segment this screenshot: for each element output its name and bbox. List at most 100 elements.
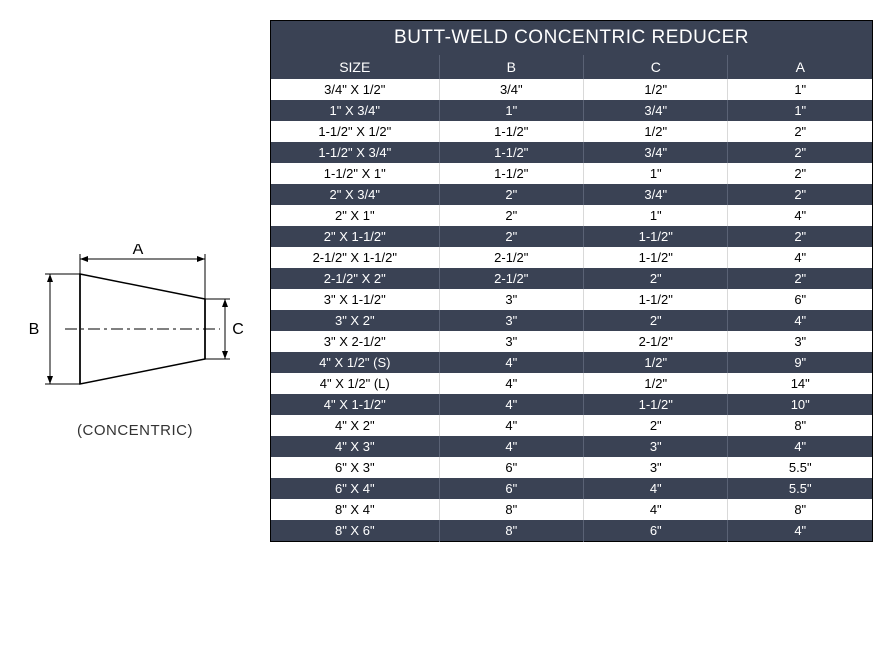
table-cell: 8" [728,415,873,436]
col-header-a: A [728,55,873,79]
table-cell: 3/4" [584,142,728,163]
table-cell: 1-1/2" X 1/2" [271,121,440,142]
table-cell: 2" [584,415,728,436]
table-row: 3" X 2"3"2"4" [271,310,873,331]
table-cell: 2" [728,226,873,247]
table-cell: 3" [439,331,583,352]
table-row: 2" X 1-1/2"2"1-1/2"2" [271,226,873,247]
table-section: BUTT-WELD CONCENTRIC REDUCER SIZE B C A … [270,20,873,542]
table-cell: 8" X 6" [271,520,440,542]
table-cell: 4" X 3" [271,436,440,457]
table-cell: 4" [584,478,728,499]
table-cell: 2-1/2" X 2" [271,268,440,289]
table-title: BUTT-WELD CONCENTRIC REDUCER [271,21,873,56]
table-cell: 3" X 2" [271,310,440,331]
table-cell: 6" [584,520,728,542]
table-row: 8" X 4"8"4"8" [271,499,873,520]
table-cell: 2" [439,184,583,205]
table-cell: 3/4" X 1/2" [271,79,440,100]
table-cell: 2-1/2" [584,331,728,352]
table-cell: 2" [728,163,873,184]
table-cell: 3" [584,436,728,457]
table-row: 6" X 4"6"4"5.5" [271,478,873,499]
reducer-diagram: A B C [25,244,245,414]
col-header-c: C [584,55,728,79]
table-cell: 2" [584,268,728,289]
table-cell: 4" [439,373,583,394]
table-cell: 8" [728,499,873,520]
table-cell: 1-1/2" [584,226,728,247]
table-row: 3" X 2-1/2"3"2-1/2"3" [271,331,873,352]
table-cell: 4" [439,352,583,373]
table-row: 4" X 1/2" (L)4"1/2"14" [271,373,873,394]
table-cell: 3/4" [584,100,728,121]
table-cell: 2" [439,226,583,247]
table-row: 3" X 1-1/2"3"1-1/2"6" [271,289,873,310]
table-cell: 6" [439,478,583,499]
col-header-size: SIZE [271,55,440,79]
table-cell: 4" [728,247,873,268]
table-cell: 10" [728,394,873,415]
table-cell: 1-1/2" [584,394,728,415]
table-row: 2" X 3/4"2"3/4"2" [271,184,873,205]
table-cell: 4" X 1/2" (L) [271,373,440,394]
table-cell: 1-1/2" [439,163,583,184]
table-row: 4" X 1/2" (S)4"1/2"9" [271,352,873,373]
dim-label-c: C [232,321,244,338]
table-cell: 1-1/2" X 1" [271,163,440,184]
col-header-b: B [439,55,583,79]
main-container: A B C (CONCENTRIC) BUTT-WELD CONCENTRIC … [20,20,873,542]
reducer-table: BUTT-WELD CONCENTRIC REDUCER SIZE B C A … [270,20,873,542]
table-row: 4" X 1-1/2"4"1-1/2"10" [271,394,873,415]
table-cell: 3/4" [584,184,728,205]
table-cell: 1/2" [584,121,728,142]
table-cell: 4" [439,415,583,436]
table-cell: 4" [439,436,583,457]
dim-label-a: A [133,244,144,258]
table-cell: 1" [728,100,873,121]
table-cell: 1-1/2" [584,247,728,268]
table-cell: 4" X 1-1/2" [271,394,440,415]
table-row: 1-1/2" X 1"1-1/2"1"2" [271,163,873,184]
table-cell: 2" [728,121,873,142]
table-cell: 1/2" [584,373,728,394]
table-cell: 6" X 4" [271,478,440,499]
table-cell: 6" [728,289,873,310]
table-cell: 3/4" [439,79,583,100]
table-cell: 8" [439,520,583,542]
table-cell: 1" [584,163,728,184]
table-cell: 1-1/2" [439,142,583,163]
table-cell: 9" [728,352,873,373]
table-row: 2-1/2" X 1-1/2"2-1/2"1-1/2"4" [271,247,873,268]
table-cell: 2" [728,184,873,205]
dim-label-b: B [29,321,40,338]
table-row: 1-1/2" X 1/2"1-1/2"1/2"2" [271,121,873,142]
table-cell: 4" [584,499,728,520]
table-cell: 3" X 1-1/2" [271,289,440,310]
table-cell: 4" [728,520,873,542]
table-row: 6" X 3"6"3"5.5" [271,457,873,478]
table-row: 4" X 2"4"2"8" [271,415,873,436]
table-cell: 1-1/2" [439,121,583,142]
table-row: 3/4" X 1/2"3/4"1/2"1" [271,79,873,100]
table-cell: 5.5" [728,457,873,478]
table-cell: 4" [439,394,583,415]
table-cell: 4" [728,205,873,226]
table-cell: 1-1/2" [584,289,728,310]
table-cell: 2-1/2" X 1-1/2" [271,247,440,268]
table-cell: 4" [728,436,873,457]
table-row: 8" X 6"8"6"4" [271,520,873,542]
table-cell: 2-1/2" [439,268,583,289]
table-cell: 2" X 1" [271,205,440,226]
table-cell: 6" [439,457,583,478]
table-row: 1" X 3/4"1"3/4"1" [271,100,873,121]
table-row: 2-1/2" X 2"2-1/2"2"2" [271,268,873,289]
table-cell: 1/2" [584,79,728,100]
table-cell: 2" [439,205,583,226]
table-title-row: BUTT-WELD CONCENTRIC REDUCER [271,21,873,56]
table-cell: 3" [728,331,873,352]
table-cell: 2-1/2" [439,247,583,268]
table-cell: 2" X 3/4" [271,184,440,205]
table-cell: 8" X 4" [271,499,440,520]
table-cell: 14" [728,373,873,394]
